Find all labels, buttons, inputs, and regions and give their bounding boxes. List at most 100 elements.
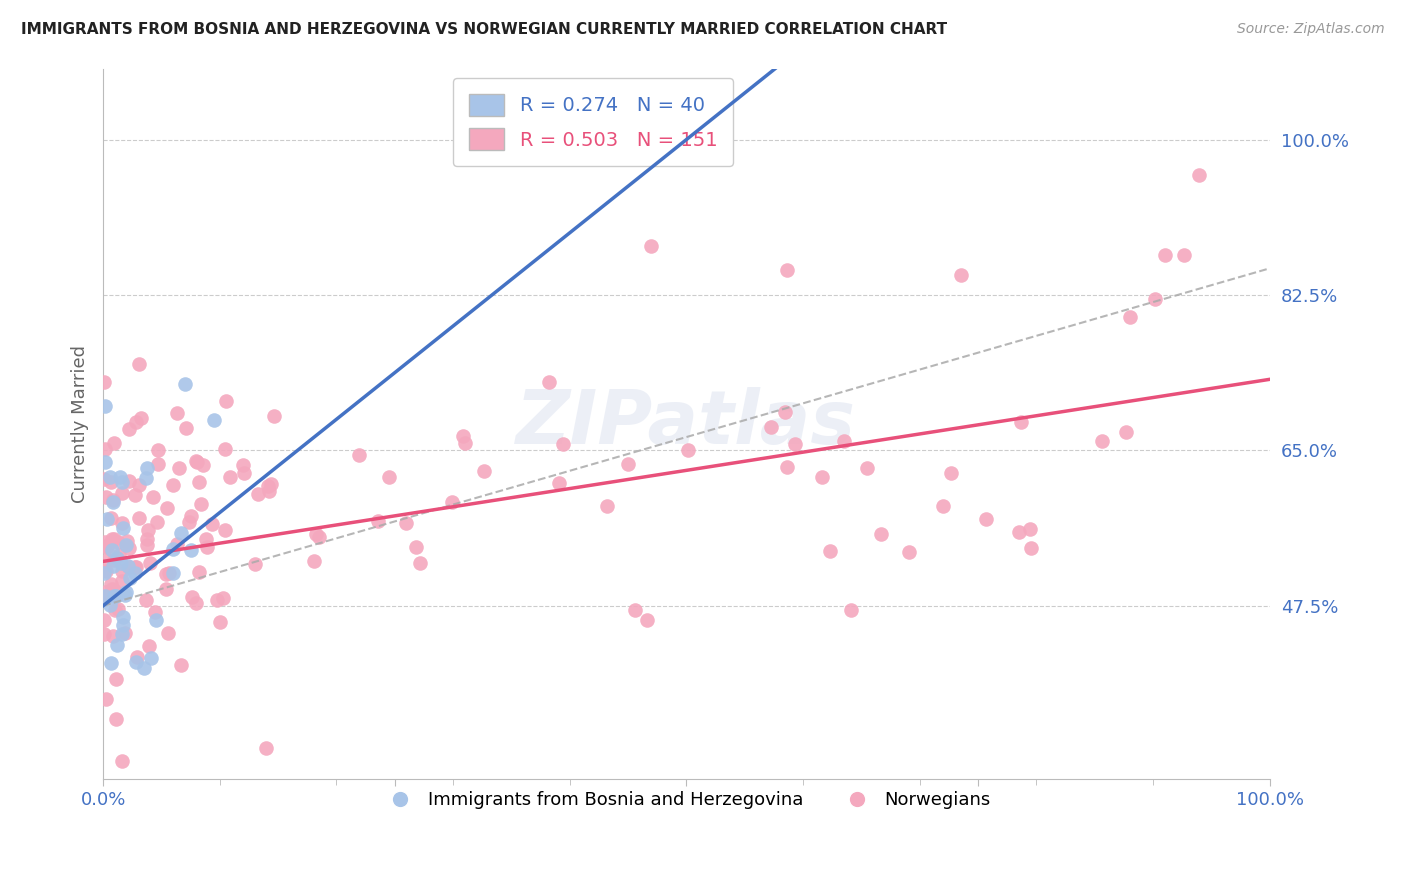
Point [124, 566, 146, 580]
Point [157, 566, 180, 581]
Point [128, 511, 150, 525]
Point [347, 448, 370, 462]
Point [93, 566, 115, 580]
Text: ZIPatlas: ZIPatlas [516, 387, 856, 460]
Point [214, 524, 236, 538]
Point [1173, 248, 1195, 262]
Point [93, 376, 115, 390]
Point [100, 511, 122, 525]
Point [103, 629, 125, 643]
Point [105, 550, 128, 565]
Point [170, 657, 193, 672]
Point [1008, 524, 1031, 539]
Point [212, 591, 235, 605]
Point [110, 574, 132, 588]
Point [155, 582, 177, 597]
Point [179, 516, 201, 530]
Point [395, 516, 418, 530]
Point [180, 509, 202, 524]
Point [139, 651, 162, 665]
Point [132, 661, 155, 675]
Point [94, 585, 117, 599]
Point [111, 754, 134, 768]
Point [832, 434, 855, 449]
Point [136, 532, 159, 546]
Point [93, 613, 115, 627]
Point [94, 692, 117, 706]
Point [100, 475, 122, 489]
Point [94, 491, 117, 505]
Point [108, 470, 131, 484]
Point [409, 556, 432, 570]
Point [118, 559, 141, 574]
Point [1153, 248, 1175, 262]
Point [114, 626, 136, 640]
Point [214, 442, 236, 457]
Point [785, 436, 807, 450]
Point [811, 469, 834, 483]
Point [378, 469, 401, 483]
Point [94, 455, 117, 469]
Point [949, 268, 972, 283]
Point [115, 538, 138, 552]
Point [181, 590, 204, 604]
Point [173, 376, 195, 391]
Point [112, 609, 135, 624]
Point [135, 471, 157, 485]
Point [145, 613, 167, 627]
Text: Source: ZipAtlas.com: Source: ZipAtlas.com [1237, 22, 1385, 37]
Point [107, 534, 129, 549]
Point [146, 443, 169, 458]
Point [162, 477, 184, 491]
Point [254, 740, 277, 755]
Point [474, 464, 496, 478]
Point [96, 590, 118, 604]
Point [166, 537, 188, 551]
Point [453, 429, 475, 443]
Point [263, 409, 285, 424]
Point [96, 512, 118, 526]
Point [101, 543, 124, 558]
Point [304, 554, 326, 568]
Point [233, 466, 256, 480]
Point [624, 602, 647, 616]
Point [939, 466, 962, 480]
Point [219, 470, 242, 484]
Point [127, 649, 149, 664]
Point [136, 524, 159, 538]
Point [454, 436, 477, 450]
Point [93, 472, 115, 486]
Legend: Immigrants from Bosnia and Herzegovina, Norwegians: Immigrants from Bosnia and Herzegovina, … [375, 784, 998, 816]
Point [138, 639, 160, 653]
Point [856, 461, 879, 475]
Point [1010, 415, 1032, 429]
Point [188, 475, 211, 490]
Point [839, 602, 862, 616]
Point [260, 477, 283, 491]
Point [98, 598, 121, 612]
Point [118, 541, 141, 556]
Point [100, 576, 122, 591]
Point [308, 530, 330, 544]
Point [115, 534, 138, 549]
Point [257, 479, 280, 493]
Point [305, 527, 328, 541]
Point [1091, 434, 1114, 448]
Point [100, 656, 122, 670]
Point [124, 559, 146, 574]
Point [145, 516, 167, 530]
Point [114, 584, 136, 599]
Point [142, 490, 165, 504]
Point [176, 421, 198, 435]
Point [678, 443, 700, 458]
Point [246, 487, 269, 501]
Point [104, 712, 127, 726]
Point [138, 556, 160, 570]
Point [184, 595, 207, 609]
Point [111, 564, 134, 578]
Point [111, 627, 134, 641]
Point [94, 535, 117, 549]
Point [157, 626, 180, 640]
Point [104, 672, 127, 686]
Point [103, 532, 125, 546]
